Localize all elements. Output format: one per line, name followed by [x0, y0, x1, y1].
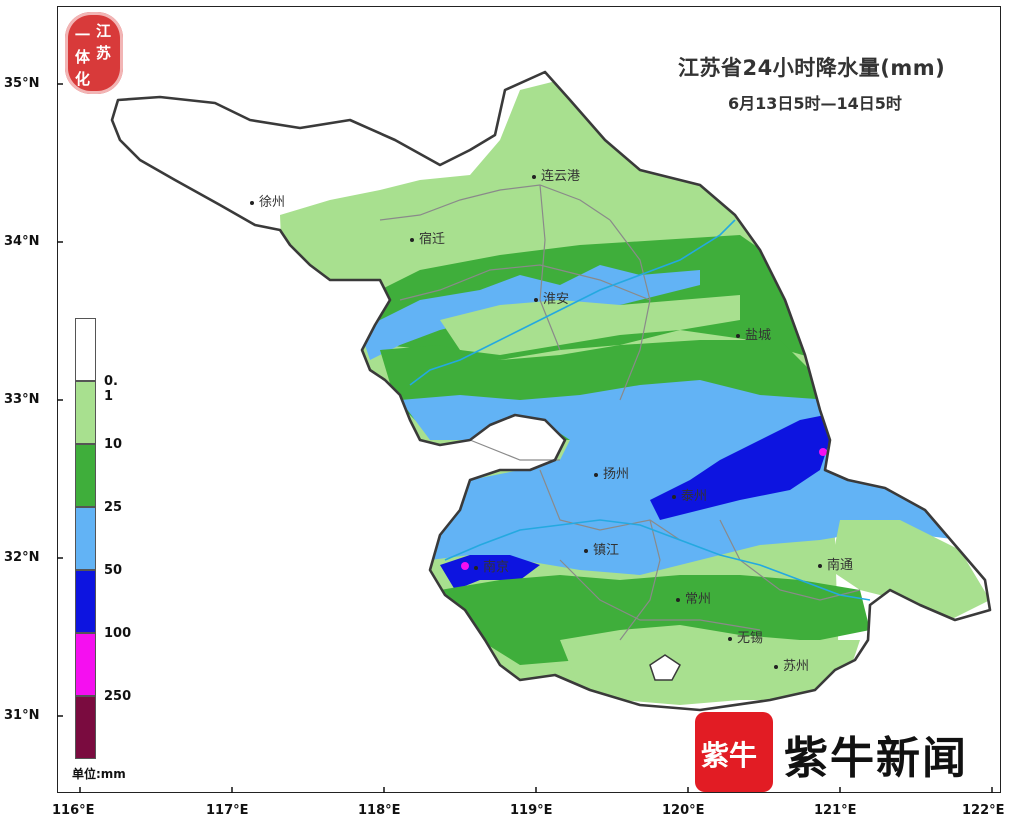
legend-label-100: 100 — [104, 626, 132, 641]
legend-swatch-6 — [75, 696, 96, 759]
axis-ticks — [57, 83, 993, 793]
lat-label-34: 34°N — [4, 234, 40, 249]
badge-char-2: 苏 — [96, 44, 112, 62]
zniu-logo: 紫牛 — [695, 712, 773, 792]
city-changzhou: 常州 — [676, 588, 711, 607]
legend-swatch-0 — [75, 318, 96, 381]
legend-unit: 单位:mm — [72, 767, 126, 781]
city-taizhou: 泰州 — [672, 485, 707, 504]
badge-char-3: 一 — [75, 26, 91, 44]
city-nanjing: 南京 — [474, 556, 509, 575]
legend-swatch-2 — [75, 444, 96, 507]
city-xuzhou: 徐州 — [250, 191, 285, 210]
rain-zone-heavy — [650, 415, 830, 520]
legend-label-50: 50 — [104, 563, 123, 578]
lon-label-120: 120°E — [662, 803, 705, 818]
lake-taihu — [649, 654, 681, 681]
lat-label-32: 32°N — [4, 550, 40, 565]
city-yangzhou: 扬州 — [594, 463, 629, 482]
rain-zone-light-4 — [560, 625, 860, 705]
map-subtitle: 6月13日5时—14日5时 — [728, 94, 902, 113]
legend-label-25: 25 — [104, 500, 123, 515]
rain-zone-light-2 — [440, 295, 740, 355]
city-yancheng: 盐城 — [736, 324, 771, 343]
rain-spot-extreme-1 — [819, 448, 827, 456]
rain-zone-blue-1 — [360, 265, 700, 360]
legend-label-10: 10 — [104, 437, 123, 452]
city-huaian: 淮安 — [534, 288, 569, 307]
lon-label-121: 121°E — [814, 803, 857, 818]
legend-swatch-4 — [75, 570, 96, 633]
rain-zone-light-3 — [830, 520, 990, 620]
city-wuxi: 无锡 — [728, 627, 763, 646]
city-zhenjiang: 镇江 — [584, 539, 619, 558]
city-suzhou: 苏州 — [774, 655, 809, 674]
badge-char-1: 江 — [96, 22, 112, 40]
legend-swatch-1 — [75, 381, 96, 444]
jiangsu-integration-logo: 江 苏 一 体 化 — [65, 12, 123, 94]
lat-label-31: 31°N — [4, 708, 40, 723]
rain-spot-extreme-2 — [461, 562, 469, 570]
legend-swatch-5 — [75, 633, 96, 696]
lon-label-119: 119°E — [510, 803, 553, 818]
city-suqian: 宿迁 — [410, 228, 445, 247]
map-title: 江苏省24小时降水量(mm) — [678, 56, 946, 80]
lon-label-118: 118°E — [358, 803, 401, 818]
lon-label-116: 116°E — [52, 803, 95, 818]
zniu-logo-text: 紫牛 — [701, 739, 758, 772]
legend-label-250: 250 — [104, 689, 132, 704]
lat-label-33: 33°N — [4, 392, 40, 407]
lat-label-35: 35°N — [4, 76, 40, 91]
province-border — [110, 70, 992, 712]
city-lianyungang: 连云港 — [532, 165, 580, 184]
lon-label-117: 117°E — [206, 803, 249, 818]
legend-label-0-1: 0. 1 — [104, 374, 118, 404]
rivers — [409, 219, 871, 601]
city-boundaries — [379, 184, 861, 641]
legend-swatch-3 — [75, 507, 96, 570]
badge-char-5: 化 — [75, 70, 91, 88]
badge-char-4: 体 — [75, 48, 91, 66]
city-nantong: 南通 — [818, 554, 853, 573]
lon-label-122: 122°E — [962, 803, 1005, 818]
zniu-news-wordmark: 紫牛新闻 — [784, 733, 968, 784]
